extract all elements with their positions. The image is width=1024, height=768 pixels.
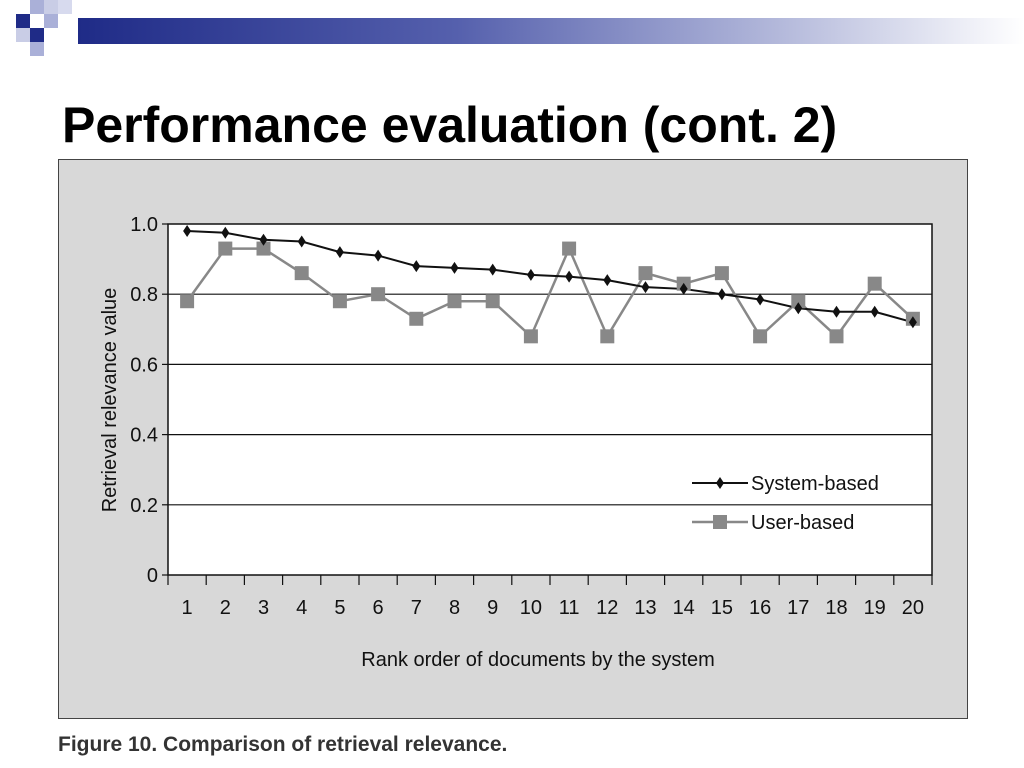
data-point-diamond (717, 288, 726, 301)
x-tick-label: 20 (902, 597, 924, 619)
figure-caption: Figure 10. Comparison of retrieval relev… (58, 733, 508, 756)
data-point-diamond (488, 263, 497, 276)
x-tick-label: 7 (411, 597, 422, 619)
legend-marker-diamond (716, 477, 724, 489)
y-axis-title: Retrieval relevance value (99, 288, 121, 513)
legend-label: User-based (751, 512, 854, 534)
x-tick-label: 10 (520, 597, 542, 619)
x-tick-label: 9 (487, 597, 498, 619)
data-point-diamond (565, 270, 574, 283)
corner-squares-decoration (16, 0, 72, 56)
x-tick-label: 11 (559, 597, 580, 619)
data-point-diamond (908, 316, 917, 329)
data-point-diamond (335, 246, 344, 259)
y-tick-label: 0.4 (130, 425, 158, 447)
data-point-diamond (794, 302, 803, 315)
data-point-square (485, 294, 500, 309)
data-point-diamond (832, 305, 841, 318)
data-point-diamond (603, 274, 612, 287)
x-tick-label: 4 (296, 597, 307, 619)
data-point-square (180, 294, 195, 309)
x-tick-label: 17 (787, 597, 809, 619)
data-point-square (371, 287, 386, 302)
data-point-diamond (526, 268, 535, 281)
data-point-square (638, 266, 653, 281)
data-point-square (256, 241, 271, 256)
header-gradient-bar (78, 18, 1024, 44)
data-point-square (791, 294, 806, 309)
x-tick-label: 13 (634, 597, 656, 619)
y-tick-label: 0.8 (130, 284, 158, 306)
legend-marker-square (713, 515, 727, 529)
data-point-square (753, 329, 768, 344)
data-point-diamond (870, 305, 879, 318)
x-tick-label: 6 (373, 597, 384, 619)
data-point-diamond (259, 233, 268, 246)
legend-label: System-based (751, 473, 879, 495)
y-tick-label: 1.0 (130, 214, 158, 236)
y-tick-label: 0.2 (130, 495, 158, 517)
data-point-square (523, 329, 538, 344)
data-point-square (409, 311, 424, 326)
data-point-square (218, 241, 233, 256)
x-tick-label: 18 (825, 597, 847, 619)
data-point-diamond (641, 281, 650, 294)
x-tick-label: 19 (864, 597, 886, 619)
data-point-square (867, 276, 882, 291)
y-tick-label: 0 (147, 565, 158, 587)
data-point-square (332, 294, 347, 309)
data-point-diamond (679, 282, 688, 295)
x-tick-label: 12 (596, 597, 618, 619)
data-point-diamond (756, 293, 765, 306)
x-tick-label: 2 (220, 597, 231, 619)
data-point-diamond (450, 261, 459, 274)
x-tick-label: 1 (182, 597, 193, 619)
data-point-diamond (297, 235, 306, 248)
x-tick-label: 16 (749, 597, 771, 619)
data-point-square (829, 329, 844, 344)
data-point-square (714, 266, 729, 281)
x-tick-label: 5 (334, 597, 345, 619)
slide-title: Performance evaluation (cont. 2) (62, 97, 838, 153)
x-tick-label: 3 (258, 597, 269, 619)
data-point-square (600, 329, 615, 344)
x-axis-title: Rank order of documents by the system (361, 649, 715, 671)
x-tick-label: 14 (673, 597, 695, 619)
data-point-square (294, 266, 309, 281)
data-point-square (562, 241, 577, 256)
x-tick-label: 15 (711, 597, 733, 619)
data-point-diamond (374, 249, 383, 262)
data-point-diamond (412, 260, 421, 273)
data-point-diamond (183, 225, 192, 238)
data-point-square (447, 294, 462, 309)
x-tick-label: 8 (449, 597, 460, 619)
data-point-diamond (221, 226, 230, 239)
plot-area (167, 223, 933, 576)
y-tick-label: 0.6 (130, 354, 158, 376)
